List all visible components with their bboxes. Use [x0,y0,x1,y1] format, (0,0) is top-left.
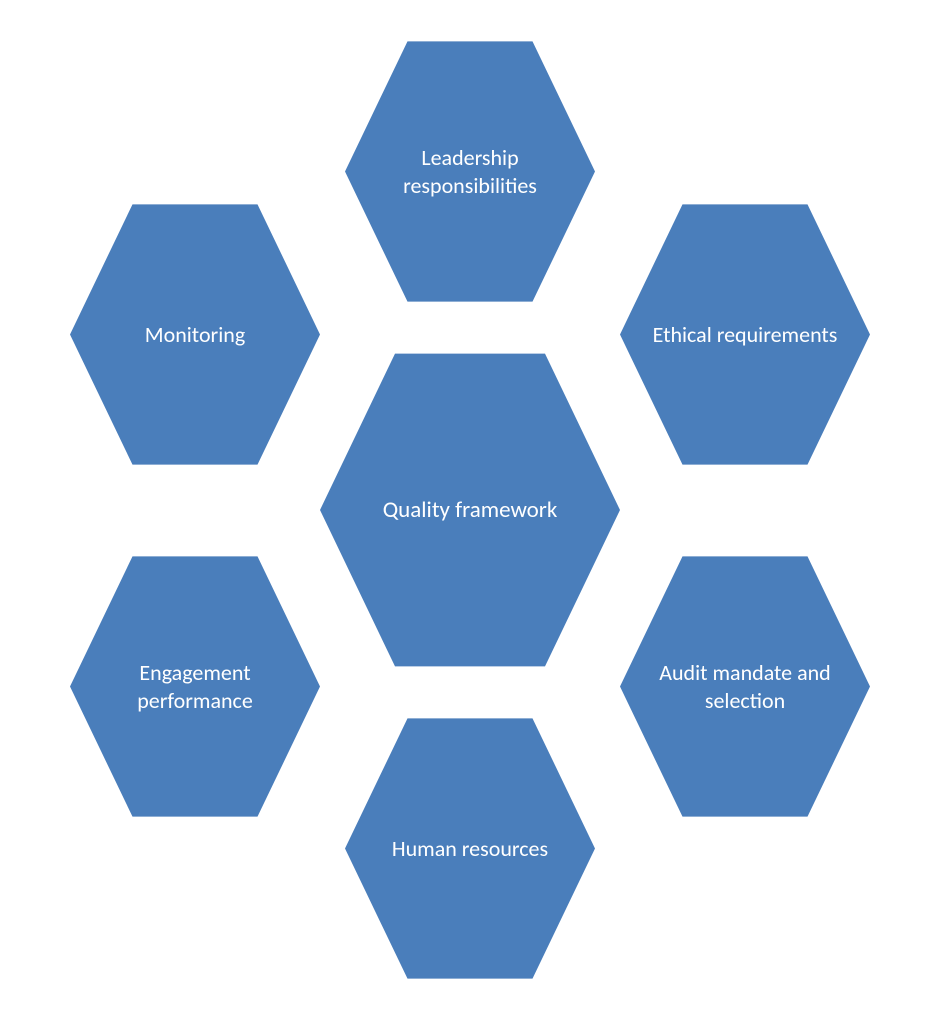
hex-ethical: Ethical requirements [620,193,870,476]
hex-center-label: Quality framework [365,496,576,525]
hex-center-quality-framework: Quality framework [320,340,620,680]
hexagon-diagram: Quality framework Leadership responsibil… [0,0,940,1020]
hex-engagement: Engagement performance [70,545,320,828]
hex-monitoring: Monitoring [70,193,320,476]
hex-engagement-label: Engagement performance [70,659,320,714]
hex-leadership: Leadership responsibilities [345,30,595,313]
hex-audit-mandate: Audit mandate and selection [620,545,870,828]
hex-monitoring-label: Monitoring [127,321,263,349]
hex-ethical-label: Ethical requirements [635,321,856,349]
hex-human-resources: Human resources [345,707,595,990]
hex-leadership-label: Leadership responsibilities [345,144,595,199]
hex-human-resources-label: Human resources [374,835,566,863]
hex-audit-mandate-label: Audit mandate and selection [620,659,870,714]
